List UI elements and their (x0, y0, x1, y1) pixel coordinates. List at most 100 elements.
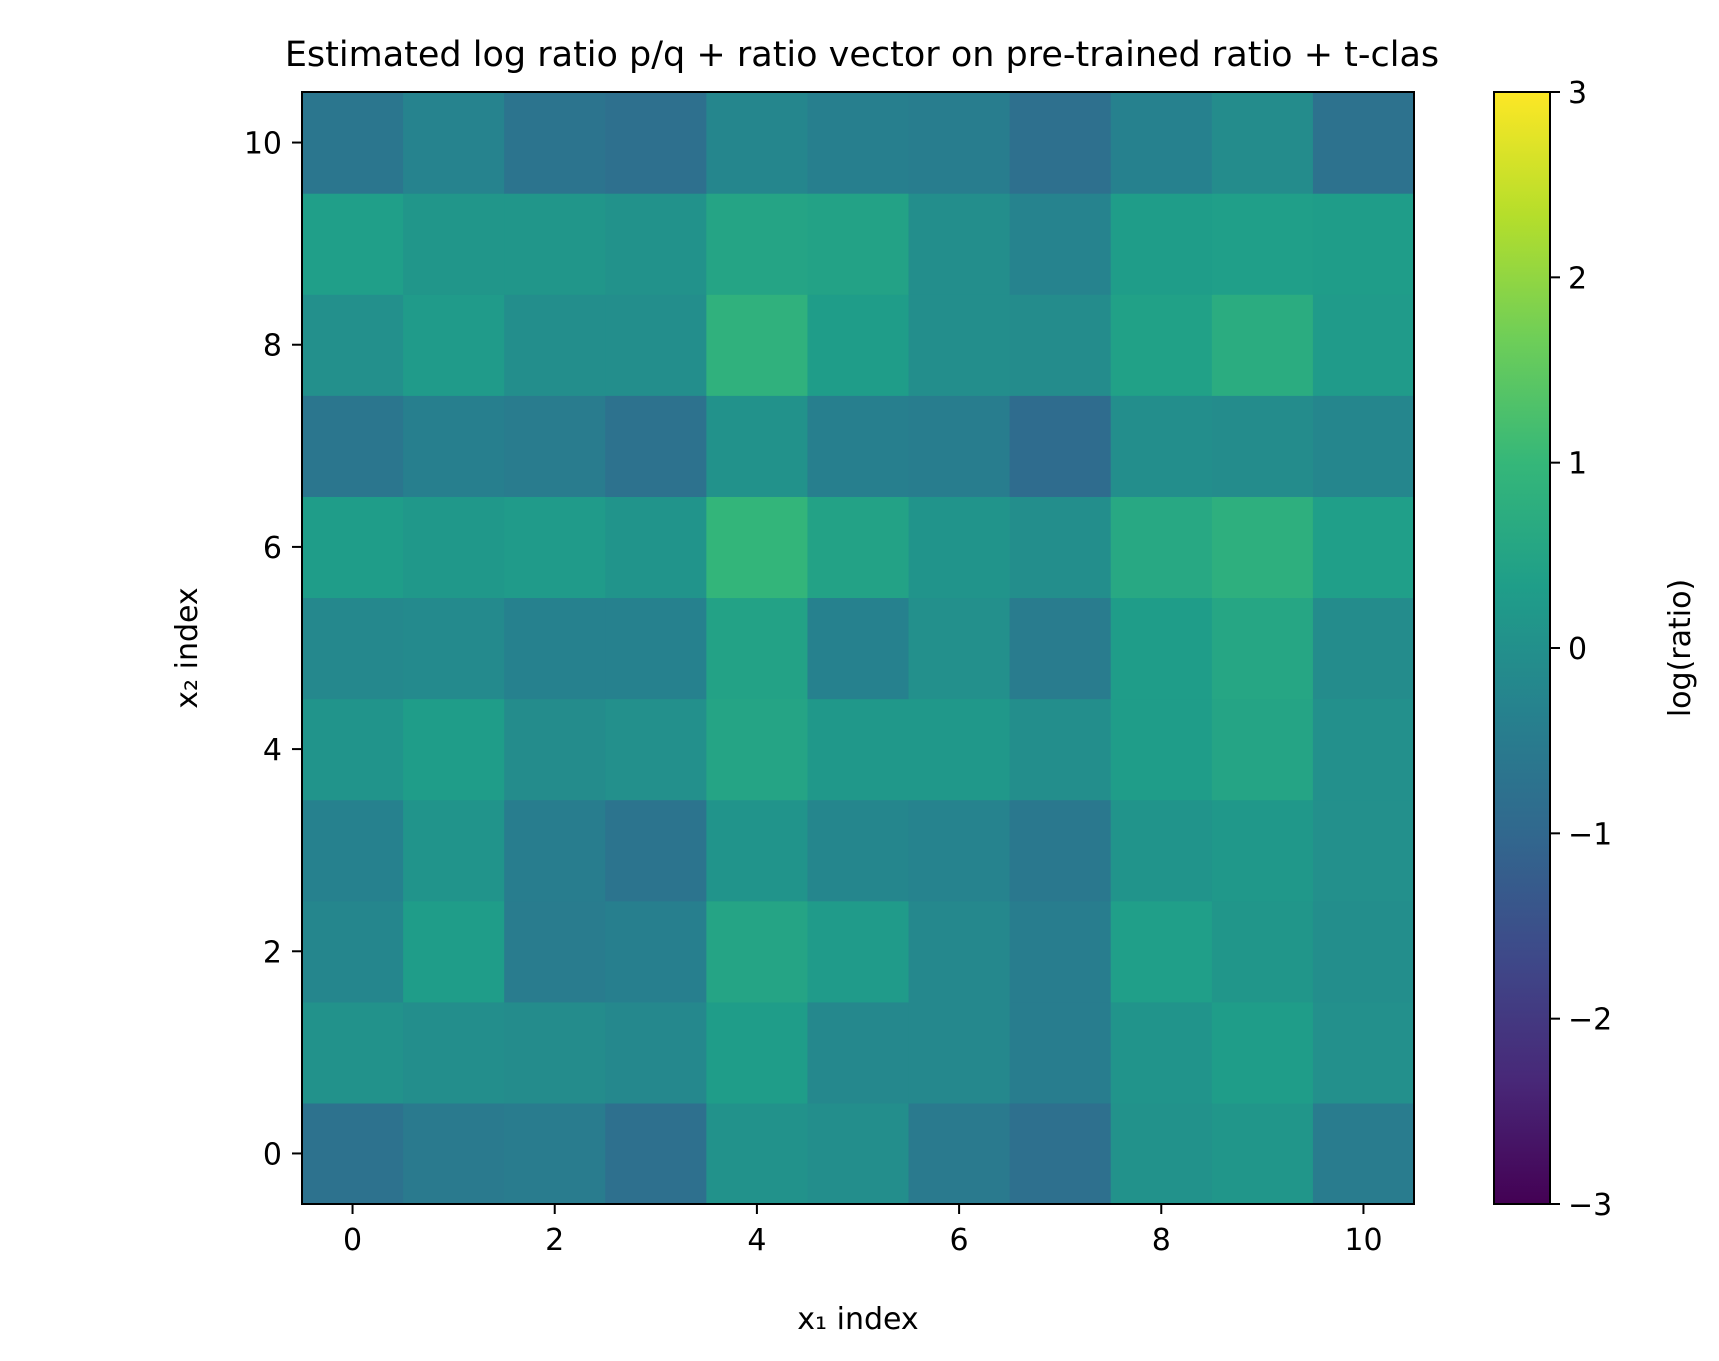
x-axis-ticks: 0 2 4 6 8 10 (343, 1204, 1383, 1258)
heatmap-cell (706, 799, 809, 902)
heatmap-cell (908, 900, 1011, 1003)
heatmap-cell (908, 294, 1011, 396)
heatmap-cell (807, 496, 910, 599)
colorbar-tick-label: 2 (1568, 261, 1587, 296)
heatmap-cell (1009, 1001, 1112, 1104)
heatmap-cell (1009, 193, 1112, 295)
heatmap-cell (403, 799, 505, 902)
heatmap-cell (807, 1001, 910, 1104)
heatmap-cell (908, 496, 1011, 599)
heatmap-cell (605, 496, 707, 599)
heatmap-cell (504, 900, 606, 1003)
y-tick-label: 6 (263, 531, 282, 566)
colorbar-tick-label: −3 (1568, 1188, 1612, 1223)
heatmap-cell (504, 1001, 606, 1104)
y-tick-label: 4 (263, 733, 282, 768)
heatmap-cell (1110, 900, 1213, 1003)
y-tick-label: 8 (263, 329, 282, 364)
heatmap-cell (1009, 294, 1112, 396)
heatmap-cell (807, 799, 910, 902)
heatmap-cell (807, 698, 910, 801)
heatmap-cell (807, 294, 910, 396)
heatmap-cell (706, 92, 809, 194)
colorbar-tick-label: −1 (1568, 817, 1612, 852)
heatmap-cell (1009, 597, 1112, 700)
heatmap-cell (706, 193, 809, 295)
heatmap-cell (1312, 799, 1415, 902)
colorbar-ticks: −3 −2 −1 0 1 2 3 (1550, 76, 1612, 1223)
heatmap-cell (605, 92, 707, 194)
heatmap-cell (1009, 395, 1112, 497)
heatmap-cell (706, 496, 809, 599)
colorbar-tick-label: 3 (1568, 76, 1587, 111)
heatmap-cell (706, 900, 809, 1003)
heatmap-cell (1312, 698, 1415, 801)
heatmap-cell (1211, 496, 1314, 599)
heatmap-cell (1211, 698, 1314, 801)
colorbar-tick-label: 1 (1568, 447, 1587, 482)
x-axis-label: x₁ index (797, 1302, 918, 1337)
heatmap-cell (504, 597, 606, 700)
heatmap-cell (1211, 395, 1314, 497)
x-tick-label: 6 (950, 1223, 969, 1258)
heatmap-cell (1110, 395, 1213, 497)
heatmap-cell (403, 900, 505, 1003)
heatmap-cell (908, 395, 1011, 497)
heatmap-cell (403, 395, 505, 497)
heatmap-cell (504, 698, 606, 801)
x-tick-label: 2 (545, 1223, 564, 1258)
heatmap-cell (807, 92, 910, 194)
heatmap-cell (807, 900, 910, 1003)
heatmap-cell (403, 698, 505, 801)
heatmap-cell (1211, 193, 1314, 295)
heatmap-cell (302, 294, 404, 396)
heatmap-cell (605, 1001, 707, 1104)
heatmap-cell (1110, 193, 1213, 295)
heatmap-cell (1312, 193, 1415, 295)
heatmap-cell (403, 294, 505, 396)
heatmap-cell (1110, 799, 1213, 902)
heatmap-cell (1211, 1001, 1314, 1104)
heatmap-cell (1312, 900, 1415, 1003)
x-tick-label: 4 (747, 1223, 766, 1258)
heatmap-cell (1211, 92, 1314, 194)
heatmap-cell (302, 496, 404, 599)
heatmap-cell (1312, 496, 1415, 599)
heatmap-cell (302, 92, 404, 194)
heatmap-cell (1211, 1102, 1314, 1205)
heatmap-cell (1312, 1102, 1415, 1205)
heatmap-cell (1009, 698, 1112, 801)
heatmap-cell (403, 1001, 505, 1104)
heatmap-cell (1110, 1102, 1213, 1205)
heatmap-cell (403, 193, 505, 295)
heatmap-cell (1110, 1001, 1213, 1104)
heatmap-cell (908, 1102, 1011, 1205)
heatmap-cell (1312, 395, 1415, 497)
heatmap-cells (302, 92, 1415, 1205)
heatmap-cell (1110, 496, 1213, 599)
heatmap-cell (302, 900, 404, 1003)
heatmap-cell (807, 395, 910, 497)
heatmap-cell (504, 799, 606, 902)
heatmap-cell (1009, 799, 1112, 902)
plot-frame (301, 91, 1415, 1205)
heatmap-cell (1312, 1001, 1415, 1104)
heatmap-cell (504, 496, 606, 599)
x-tick-label: 10 (1344, 1223, 1382, 1258)
y-tick-label: 10 (244, 127, 282, 162)
heatmap-cell (1110, 597, 1213, 700)
heatmap-cell (807, 193, 910, 295)
heatmap-cell (302, 1102, 404, 1205)
heatmap-cell (1009, 496, 1112, 599)
heatmap-cell (403, 496, 505, 599)
heatmap-cell (1211, 900, 1314, 1003)
heatmap-cell (1110, 92, 1213, 194)
heatmap-cell (605, 395, 707, 497)
heatmap-cell (1312, 92, 1415, 194)
heatmap-cell (908, 92, 1011, 194)
heatmap-cell (1211, 799, 1314, 902)
heatmap-cell (302, 193, 404, 295)
heatmap-cell (302, 395, 404, 497)
heatmap-cell (706, 597, 809, 700)
